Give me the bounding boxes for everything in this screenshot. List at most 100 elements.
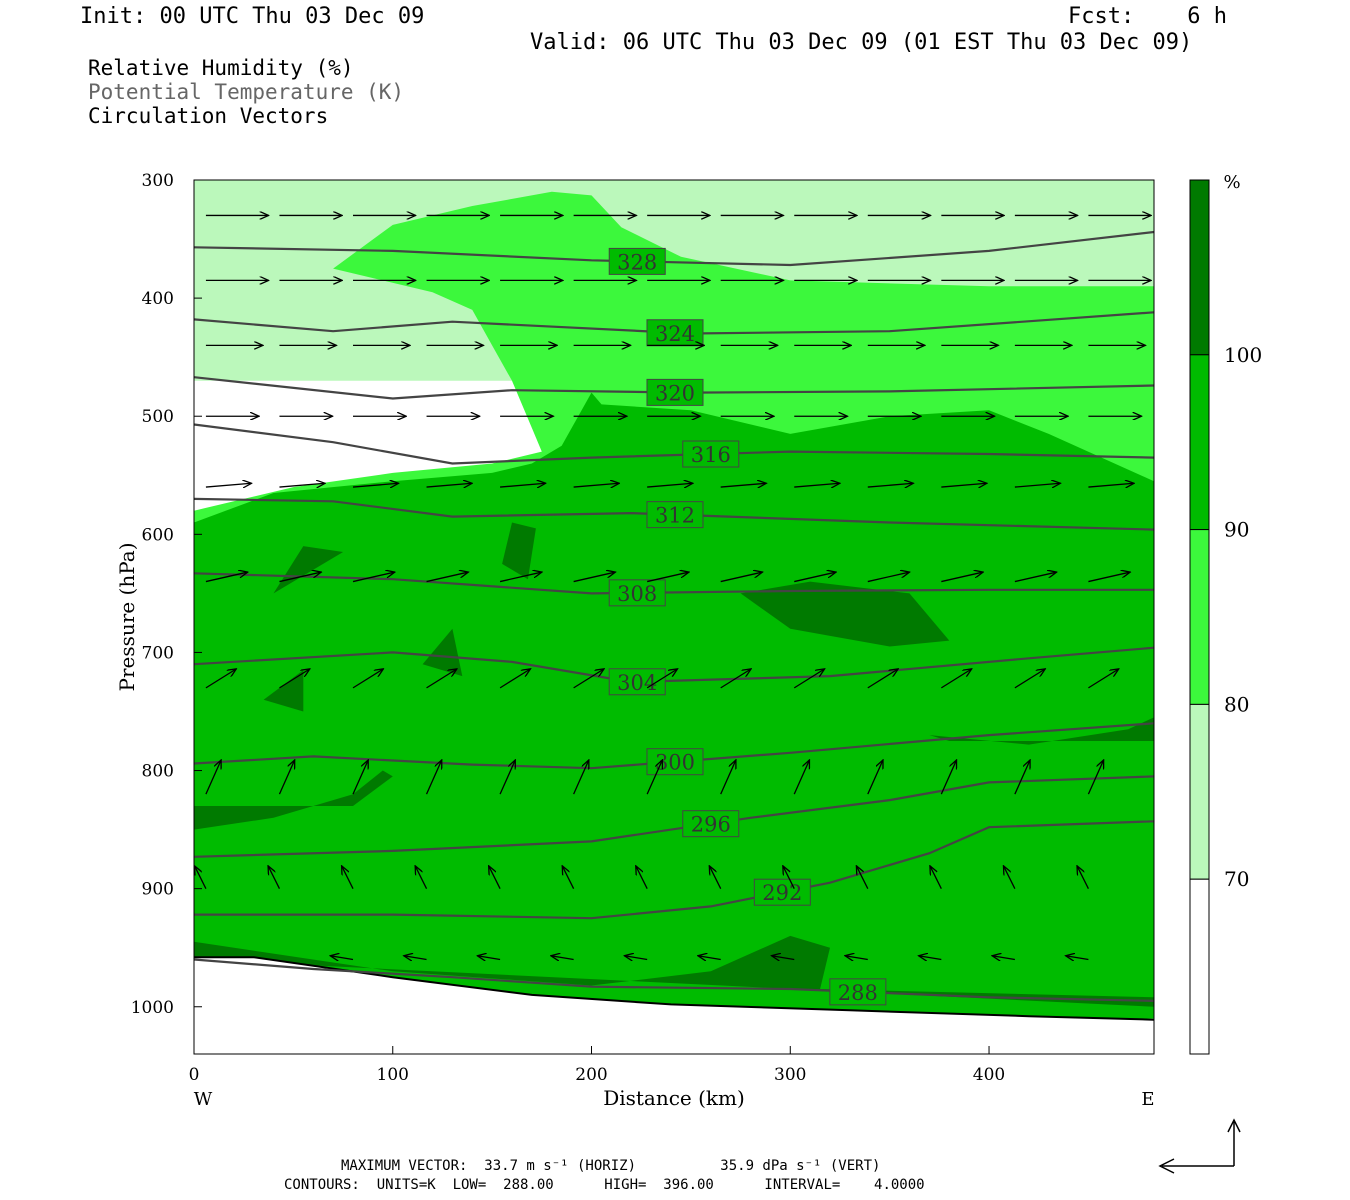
rh-region [263, 670, 304, 712]
rh-region [740, 581, 950, 647]
circulation-vector [1088, 483, 1134, 487]
colorbar-segment [1189, 703, 1210, 880]
contour-label-308: 308 [617, 582, 657, 606]
circulation-vector [783, 866, 795, 889]
circulation-vector [499, 669, 530, 689]
circulation-vector [867, 669, 898, 689]
circulation-vector [709, 866, 722, 889]
circulation-vector [771, 956, 795, 960]
circulation-vector [415, 866, 428, 889]
circulation-vector [500, 483, 546, 487]
circulation-vector [425, 760, 442, 795]
circulation-vector [845, 956, 868, 960]
circulation-vector [867, 572, 910, 583]
reference-vector-icon [1158, 1118, 1241, 1174]
contour-label-292: 292 [762, 881, 802, 905]
y-tick-label: 900 [142, 880, 174, 900]
contour-label-box [608, 579, 666, 607]
theta-contour-316 [194, 423, 1154, 465]
theta-contour-320 [194, 376, 1154, 400]
circulation-vector [794, 483, 840, 487]
circulation-vector [499, 760, 515, 795]
circulation-vector [426, 483, 473, 487]
y-tick-label: 600 [142, 525, 174, 545]
contour-label-box [682, 810, 740, 838]
circulation-vector [352, 669, 383, 689]
circulation-vector [1003, 866, 1016, 889]
rh-region [194, 392, 1154, 1019]
circulation-vector [268, 866, 281, 889]
circulation-vector [205, 572, 248, 583]
circulation-vector [867, 483, 914, 487]
circulation-vector [562, 866, 575, 889]
contour-label-box [682, 440, 740, 468]
contour-label-box [646, 378, 704, 406]
theta-contour-312 [194, 497, 1154, 531]
contour-label-box [646, 501, 704, 529]
circulation-vector [1088, 669, 1118, 689]
contour-label-320: 320 [655, 381, 695, 405]
circulation-vector [489, 866, 501, 889]
circulation-vector [573, 483, 620, 487]
circulation-vector [330, 956, 354, 960]
circulation-vector [1077, 866, 1089, 889]
circulation-vector [647, 483, 693, 487]
circulation-vector [940, 760, 956, 795]
contour-label-328: 328 [617, 250, 657, 274]
circulation-vector [720, 669, 751, 689]
circulation-vector [646, 669, 677, 689]
circulation-vector [477, 956, 501, 960]
rh-region [273, 546, 344, 594]
circulation-vector [1088, 572, 1130, 583]
circulation-vector [342, 866, 354, 889]
circulation-vector [624, 956, 648, 960]
valid-time: Valid: 06 UTC Thu 03 Dec 09 (01 EST Thu … [530, 30, 1193, 55]
forecast-hour: Fcst: 6 h [1068, 4, 1227, 29]
contour-label-316: 316 [691, 443, 731, 467]
circulation-vector [499, 572, 542, 583]
contour-label-box [753, 878, 811, 906]
theta-contour-296 [194, 775, 1154, 858]
circulation-vector [941, 572, 983, 583]
x-tick-label: 200 [575, 1065, 607, 1085]
x-tick-label: 400 [973, 1065, 1005, 1085]
y-tick-label: 1000 [131, 998, 174, 1018]
circulation-vector [646, 760, 662, 795]
circulation-vector [720, 760, 736, 795]
x-tick-label: 0 [189, 1065, 200, 1085]
circulation-vector [279, 572, 321, 583]
colorbar-unit: % [1223, 172, 1240, 193]
colorbar-tick-label: 90 [1224, 518, 1249, 542]
colorbar-segment [1189, 878, 1210, 1055]
colorbar-tick-label: 70 [1224, 867, 1249, 891]
east-label: E [1141, 1089, 1154, 1110]
contour-label-box [829, 978, 887, 1006]
contours-note: CONTOURS: UNITS=K LOW= 288.00 HIGH= 396.… [284, 1177, 925, 1193]
circulation-vector [426, 572, 469, 583]
field-theta-label: Potential Temperature (K) [88, 80, 405, 104]
circulation-vector [352, 483, 399, 487]
field-rh-label: Relative Humidity (%) [88, 56, 354, 80]
theta-contour-288 [194, 958, 1154, 1002]
circulation-vector [698, 956, 721, 960]
x-tick-label: 300 [774, 1065, 806, 1085]
circulation-vector [867, 760, 883, 795]
circulation-vector [940, 669, 971, 689]
circulation-vector [205, 483, 252, 487]
x-tick-label: 100 [377, 1065, 409, 1085]
theta-contour-300 [194, 722, 1154, 770]
rh-region [502, 522, 536, 580]
colorbar-tick-label: 80 [1224, 692, 1249, 716]
circulation-vector [573, 760, 589, 795]
y-tick-label: 400 [142, 289, 174, 309]
contour-label-296: 296 [691, 813, 731, 837]
circulation-vector [205, 760, 221, 795]
theta-contour-328 [194, 230, 1154, 267]
circulation-vector [793, 669, 824, 689]
circulation-vector [352, 572, 395, 583]
circulation-vector [636, 866, 648, 889]
contour-label-304: 304 [617, 671, 657, 695]
circulation-vector [720, 483, 767, 487]
circulation-vector [794, 572, 836, 583]
west-label: W [194, 1089, 213, 1110]
